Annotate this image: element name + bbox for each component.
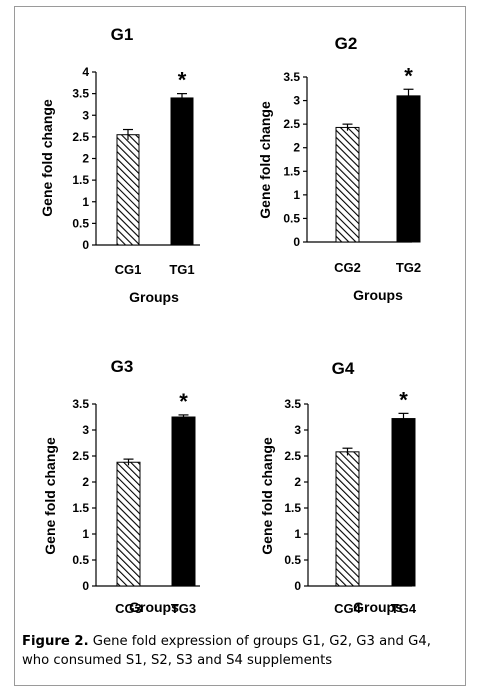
y-tick-label: 4 xyxy=(82,65,89,79)
bar-cg3 xyxy=(116,461,141,587)
x-category-label: TG1 xyxy=(169,262,194,277)
figure-caption: Figure 2. Gene fold expression of groups… xyxy=(22,632,462,670)
y-tick-label: 3 xyxy=(293,94,300,108)
y-tick-label: 0.5 xyxy=(72,216,89,230)
y-tick-label: 1.5 xyxy=(72,501,89,515)
y-tick-label: 3.5 xyxy=(72,87,89,101)
y-tick-label: 2.5 xyxy=(284,449,301,463)
y-tick-label: 2 xyxy=(82,152,89,166)
figure-frame xyxy=(14,6,466,686)
y-tick-label: 1.5 xyxy=(283,164,300,178)
y-axis-title: Gene fold change xyxy=(259,437,275,555)
y-tick-label: 2.5 xyxy=(283,117,300,131)
y-axis-title: Gene fold change xyxy=(257,101,273,219)
y-tick-label: 2.5 xyxy=(72,130,89,144)
y-tick-label: 2 xyxy=(294,475,301,489)
y-tick-label: 1 xyxy=(82,195,89,209)
y-tick-label: 1 xyxy=(293,188,300,202)
y-tick-label: 3 xyxy=(82,108,89,122)
x-category-label: CG2 xyxy=(334,260,361,275)
y-tick-label: 3.5 xyxy=(283,70,300,84)
y-tick-label: 1.5 xyxy=(72,173,89,187)
y-tick-label: 1 xyxy=(82,527,89,541)
x-axis-title: Groups xyxy=(353,287,403,303)
y-tick-label: 3 xyxy=(82,423,89,437)
x-axis-title: Groups xyxy=(129,289,179,305)
x-axis-title: Groups xyxy=(129,599,179,615)
significance-marker: * xyxy=(178,68,187,93)
y-axis-title: Gene fold change xyxy=(42,437,58,555)
chart-title: G3 xyxy=(111,357,134,376)
chart-title: G1 xyxy=(111,25,134,44)
x-axis-title: Groups xyxy=(353,599,403,615)
chart-title: G4 xyxy=(332,359,355,378)
bar-tg4 xyxy=(391,418,416,587)
y-tick-label: 0.5 xyxy=(72,553,89,567)
x-category-label: CG1 xyxy=(115,262,142,277)
y-tick-label: 2 xyxy=(82,475,89,489)
bar-cg2 xyxy=(335,126,360,243)
x-category-label: CG3 xyxy=(115,601,142,616)
y-tick-label: 0.5 xyxy=(284,553,301,567)
x-category-label: CG4 xyxy=(334,601,362,616)
significance-marker: * xyxy=(179,389,188,414)
y-tick-label: 0.5 xyxy=(283,211,300,225)
bar-cg1 xyxy=(116,134,140,246)
x-category-label: TG2 xyxy=(396,260,421,275)
y-tick-label: 1.5 xyxy=(284,501,301,515)
y-tick-label: 0 xyxy=(82,238,89,252)
y-axis-title: Gene fold change xyxy=(39,99,55,217)
bar-cg4 xyxy=(335,451,360,587)
x-category-label: TG4 xyxy=(391,601,417,616)
chart-panel-1: G1 Gene fold change 0 0.5 1 1.5 2 2.5 3 3.5 4 CG1 TG… xyxy=(39,25,200,305)
y-tick-label: 3.5 xyxy=(284,397,301,411)
chart-panel-4: G4 Gene fold change 0 0.5 1 1.5 2 2.5 3 3.5 CG4 TG4… xyxy=(259,359,417,616)
bar-tg3 xyxy=(171,416,196,587)
caption-label: Figure 2. xyxy=(22,634,89,649)
y-tick-label: 3 xyxy=(294,423,301,437)
y-tick-label: 2 xyxy=(293,141,300,155)
y-tick-label: 0 xyxy=(293,235,300,249)
x-category-label: TG3 xyxy=(171,601,196,616)
y-tick-label: 2.5 xyxy=(72,449,89,463)
chart-title: G2 xyxy=(335,34,358,53)
y-tick-label: 0 xyxy=(294,579,301,593)
chart-panel-2: G2 Gene fold change 0 0.5 1 1.5 2 2.5 3 3.5 CG2 TG2… xyxy=(257,34,421,303)
bar-tg1 xyxy=(170,97,194,246)
y-tick-label: 0 xyxy=(82,579,89,593)
bar-tg2 xyxy=(396,95,421,243)
significance-marker: * xyxy=(404,63,413,88)
chart-panel-3: G3 Gene fold change 0 0.5 1 1.5 2 2.5 3 3.5 CG3 TG3… xyxy=(42,357,200,616)
caption-text: Gene fold expression of groups G1, G2, G… xyxy=(22,634,431,668)
y-tick-label: 1 xyxy=(294,527,301,541)
significance-marker: * xyxy=(399,387,408,412)
y-tick-label: 3.5 xyxy=(72,397,89,411)
